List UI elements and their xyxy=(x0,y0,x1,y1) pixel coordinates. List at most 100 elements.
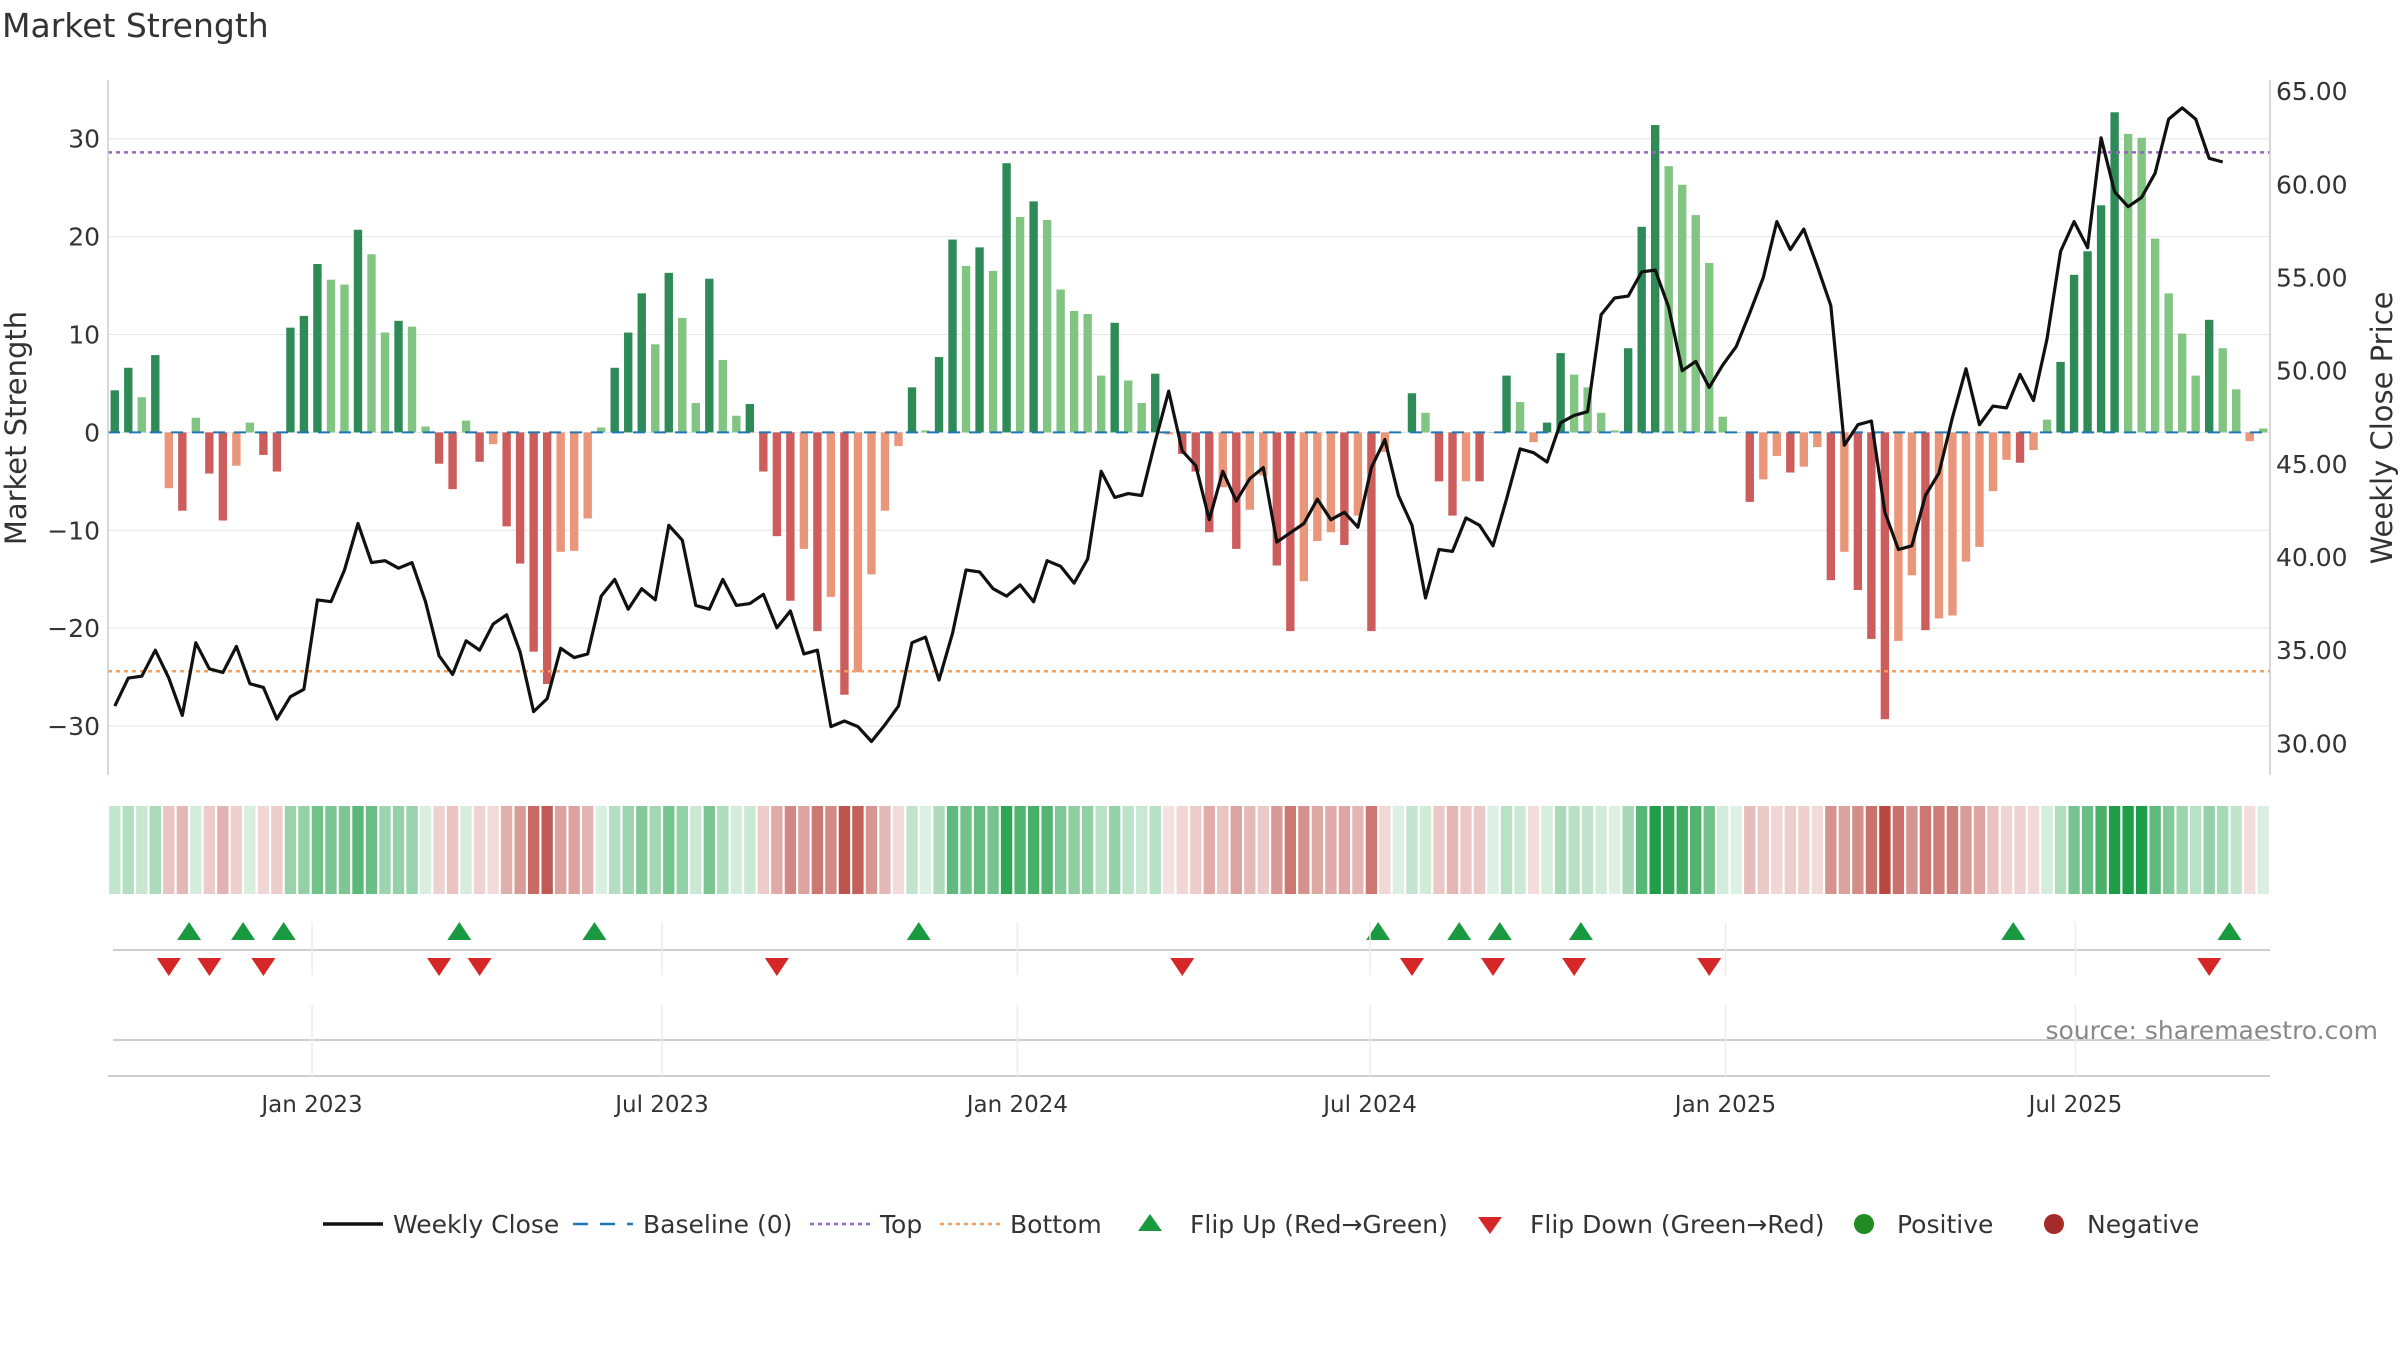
strength-bar xyxy=(2232,389,2241,433)
heat-cell xyxy=(595,806,607,894)
heat-cell xyxy=(2230,806,2242,894)
axes: 30 20 10 0 −10 −20 −30 65.00 60.00 55.00 50.00 45.0… xyxy=(47,77,2348,775)
heat-cell xyxy=(406,806,418,894)
y-axis-right-label: Weekly Close Price xyxy=(2365,292,2399,565)
strength-bar xyxy=(340,284,349,433)
flip-down-marker xyxy=(1697,958,1722,976)
strength-bar xyxy=(1596,412,1606,433)
strength-bar xyxy=(1610,430,1619,433)
strength-bar xyxy=(556,432,565,552)
strength-bar xyxy=(894,432,903,447)
strength-bar xyxy=(1421,412,1430,433)
heat-cell xyxy=(1054,806,1067,894)
strength-bar xyxy=(1718,416,1727,433)
strength-bar xyxy=(515,432,525,564)
strength-bar xyxy=(272,432,282,472)
strength-bar xyxy=(1556,353,1565,433)
strength-bar xyxy=(245,422,255,433)
heat-cell xyxy=(2122,806,2134,894)
heat-cell xyxy=(1906,806,1918,894)
flip-down-marker xyxy=(1170,958,1195,976)
strength-bar xyxy=(1826,432,1836,581)
heat-cell xyxy=(419,806,432,894)
strength-bar xyxy=(2069,274,2079,433)
heat-cell xyxy=(1892,806,1905,894)
strength-bar xyxy=(1448,432,1457,516)
heat-cell xyxy=(1244,806,1256,894)
heat-cell xyxy=(500,806,513,894)
weekly-close-line xyxy=(113,106,2224,744)
heat-cell xyxy=(1798,806,1810,894)
heat-cell xyxy=(906,806,918,894)
strength-bar xyxy=(772,432,782,537)
heat-cell xyxy=(784,806,797,894)
heat-cell xyxy=(676,806,688,894)
flip-down-marker xyxy=(1399,958,1424,976)
strength-bar xyxy=(1759,432,1768,480)
heat-cell xyxy=(1514,806,1526,894)
y-tick-left: 0 xyxy=(84,418,100,447)
strength-heat-strip xyxy=(109,806,2269,894)
heat-cell xyxy=(2203,806,2215,894)
y-tick-right: 45.00 xyxy=(2276,450,2348,479)
heat-cell xyxy=(1163,806,1175,894)
heat-cell xyxy=(1271,806,1283,894)
strength-bar xyxy=(934,357,944,433)
heat-cell xyxy=(1635,806,1648,894)
strength-bar xyxy=(1191,432,1200,472)
heat-cell xyxy=(1595,806,1607,894)
strength-bar xyxy=(2096,205,2106,433)
heat-cell xyxy=(392,806,405,894)
strength-bar xyxy=(1259,432,1268,476)
heat-cell xyxy=(352,806,364,894)
strength-bar xyxy=(610,367,619,433)
legend-label: Flip Up (Red→Green) xyxy=(1190,1210,1448,1239)
heat-cell xyxy=(1541,806,1553,894)
heat-cell xyxy=(190,806,202,894)
strength-bar xyxy=(1840,432,1849,552)
strength-bar xyxy=(664,272,673,433)
strength-bar xyxy=(421,426,430,433)
strength-bar xyxy=(1515,402,1525,433)
strength-bar xyxy=(853,432,863,673)
strength-bar xyxy=(961,265,971,433)
strength-bar xyxy=(1313,432,1322,542)
heat-cell xyxy=(811,806,824,894)
strength-bar xyxy=(313,264,322,433)
flip-up-marker xyxy=(271,922,296,940)
strength-bar xyxy=(1948,432,1957,616)
y-tick-right: 35.00 xyxy=(2276,636,2348,665)
strength-bar xyxy=(1461,432,1471,482)
strength-bar xyxy=(1042,219,1052,433)
y-tick-right: 60.00 xyxy=(2276,170,2348,199)
heat-cell xyxy=(136,806,148,894)
y-tick-right: 30.00 xyxy=(2276,729,2348,758)
legend-swatch-circle xyxy=(2044,1214,2064,1234)
strength-bar xyxy=(1245,432,1254,510)
x-tick-label: Jul 2025 xyxy=(2027,1092,2123,1118)
strength-bar xyxy=(867,432,876,575)
strength-bar xyxy=(1867,432,1876,639)
strength-bar xyxy=(1056,289,1065,433)
heat-cell xyxy=(1663,806,1675,894)
reference-lines xyxy=(108,151,2270,673)
y-tick-right: 65.00 xyxy=(2276,77,2348,106)
strength-bar xyxy=(1218,432,1227,488)
heat-cell xyxy=(663,806,675,894)
heat-cell xyxy=(1217,806,1229,894)
flip-down-marker xyxy=(2197,958,2222,976)
strength-bar xyxy=(326,279,336,433)
y-tick-right: 55.00 xyxy=(2276,264,2348,293)
strength-bar xyxy=(786,432,795,601)
heat-cell xyxy=(1446,806,1459,894)
heat-cell xyxy=(1730,806,1742,894)
heat-cell xyxy=(1365,806,1378,894)
heat-cell xyxy=(1473,806,1486,894)
heat-cell xyxy=(487,806,499,894)
strength-bar xyxy=(124,367,133,433)
heat-cell xyxy=(298,806,310,894)
heat-cell xyxy=(2217,806,2229,894)
heat-cell xyxy=(1879,806,1891,894)
heat-cell xyxy=(163,806,175,894)
x-tick-label: Jan 2025 xyxy=(1673,1092,1776,1118)
